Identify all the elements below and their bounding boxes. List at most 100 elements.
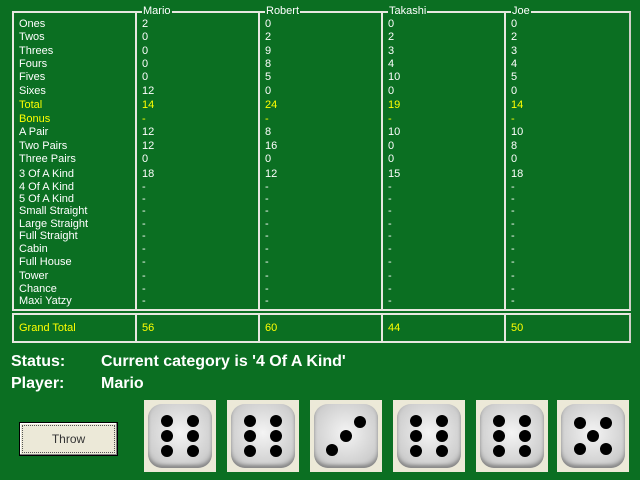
die-6[interactable] [393, 400, 465, 472]
score-cell[interactable]: 0 [388, 85, 395, 97]
score-cell[interactable]: - [388, 256, 392, 268]
score-cell[interactable]: - [142, 295, 146, 307]
category-label: Large Straight [19, 218, 89, 230]
score-cell[interactable]: 18 [511, 168, 524, 180]
score-cell[interactable]: - [142, 270, 146, 282]
score-cell[interactable]: - [388, 283, 392, 295]
score-cell[interactable]: - [511, 230, 515, 242]
score-cell[interactable]: 2 [142, 18, 149, 30]
score-cell[interactable]: - [142, 193, 146, 205]
die-6[interactable] [476, 400, 548, 472]
score-cell[interactable]: 24 [265, 99, 278, 111]
score-cell[interactable]: 8 [265, 126, 272, 138]
score-cell[interactable]: - [511, 256, 515, 268]
pip-icon [435, 430, 448, 442]
score-cell[interactable]: 0 [142, 58, 149, 70]
score-cell[interactable]: - [388, 181, 392, 193]
score-cell[interactable]: - [511, 193, 515, 205]
score-cell[interactable]: - [511, 181, 515, 193]
score-cell[interactable]: - [265, 205, 269, 217]
score-cell[interactable]: - [265, 218, 269, 230]
score-cell[interactable]: 3 [511, 45, 518, 57]
die-6[interactable] [227, 400, 299, 472]
score-cell[interactable]: 0 [142, 153, 149, 165]
score-cell[interactable]: - [265, 295, 269, 307]
score-cell[interactable]: - [511, 283, 515, 295]
score-cell[interactable]: 0 [142, 45, 149, 57]
score-cell[interactable]: 14 [142, 99, 155, 111]
score-cell[interactable]: 12 [265, 168, 278, 180]
score-cell[interactable]: 0 [142, 71, 149, 83]
score-cell[interactable]: 4 [388, 58, 395, 70]
score-cell[interactable]: 2 [265, 31, 272, 43]
score-cell[interactable]: - [265, 193, 269, 205]
die-5[interactable] [557, 400, 629, 472]
score-cell[interactable]: - [142, 181, 146, 193]
score-cell[interactable]: - [142, 256, 146, 268]
score-cell[interactable]: - [511, 270, 515, 282]
score-cell[interactable]: 10 [388, 71, 401, 83]
score-cell[interactable]: - [388, 295, 392, 307]
score-cell[interactable]: - [142, 243, 146, 255]
score-cell[interactable]: 0 [388, 153, 395, 165]
score-cell[interactable]: - [511, 218, 515, 230]
score-cell[interactable]: - [142, 205, 146, 217]
score-cell[interactable]: 0 [265, 85, 272, 97]
score-cell[interactable]: - [142, 113, 146, 125]
score-cell[interactable]: 19 [388, 99, 401, 111]
score-cell[interactable]: - [265, 113, 269, 125]
score-cell[interactable]: - [388, 205, 392, 217]
score-cell[interactable]: 12 [142, 126, 155, 138]
score-cell[interactable]: 0 [388, 140, 395, 152]
score-cell[interactable]: - [142, 218, 146, 230]
score-cell[interactable]: - [388, 113, 392, 125]
score-cell[interactable]: 0 [142, 31, 149, 43]
score-cell[interactable]: - [265, 256, 269, 268]
score-cell[interactable]: - [265, 230, 269, 242]
score-cell[interactable]: 0 [511, 85, 518, 97]
score-cell[interactable]: - [142, 283, 146, 295]
score-cell[interactable]: 3 [388, 45, 395, 57]
score-cell[interactable]: - [511, 295, 515, 307]
score-cell[interactable]: 12 [142, 140, 155, 152]
die-3[interactable] [310, 400, 382, 472]
score-cell[interactable]: - [388, 230, 392, 242]
score-cell[interactable]: - [142, 230, 146, 242]
score-cell[interactable]: 0 [265, 18, 272, 30]
score-cell[interactable]: 4 [511, 58, 518, 70]
score-cell[interactable]: 0 [511, 153, 518, 165]
score-cell[interactable]: 10 [388, 126, 401, 138]
player-name-header: Robert [265, 5, 301, 17]
score-cell[interactable]: 14 [511, 99, 524, 111]
score-cell[interactable]: 16 [265, 140, 278, 152]
score-cell[interactable]: - [511, 113, 515, 125]
score-cell[interactable]: 15 [388, 168, 401, 180]
score-cell[interactable]: - [265, 270, 269, 282]
score-cell[interactable]: 8 [265, 58, 272, 70]
score-cell[interactable]: 0 [265, 153, 272, 165]
score-cell[interactable]: 8 [511, 140, 518, 152]
score-cell[interactable]: 5 [511, 71, 518, 83]
score-cell[interactable]: 2 [511, 31, 518, 43]
score-cell[interactable]: 0 [511, 18, 518, 30]
throw-button[interactable]: Throw [19, 422, 118, 456]
score-cell[interactable]: 0 [388, 18, 395, 30]
score-cell[interactable]: 5 [265, 71, 272, 83]
score-cell[interactable]: - [511, 205, 515, 217]
score-cell[interactable]: - [388, 243, 392, 255]
score-cell[interactable]: 2 [388, 31, 395, 43]
score-cell[interactable]: - [388, 270, 392, 282]
score-cell[interactable]: - [265, 243, 269, 255]
category-label: Maxi Yatzy [19, 295, 72, 307]
score-cell[interactable]: 9 [265, 45, 272, 57]
die-6[interactable] [144, 400, 216, 472]
score-cell[interactable]: - [265, 181, 269, 193]
score-cell[interactable]: - [388, 193, 392, 205]
score-cell[interactable]: 10 [511, 126, 524, 138]
category-label: Cabin [19, 243, 48, 255]
score-cell[interactable]: - [265, 283, 269, 295]
score-cell[interactable]: - [388, 218, 392, 230]
score-cell[interactable]: 18 [142, 168, 155, 180]
score-cell[interactable]: - [511, 243, 515, 255]
score-cell[interactable]: 12 [142, 85, 155, 97]
